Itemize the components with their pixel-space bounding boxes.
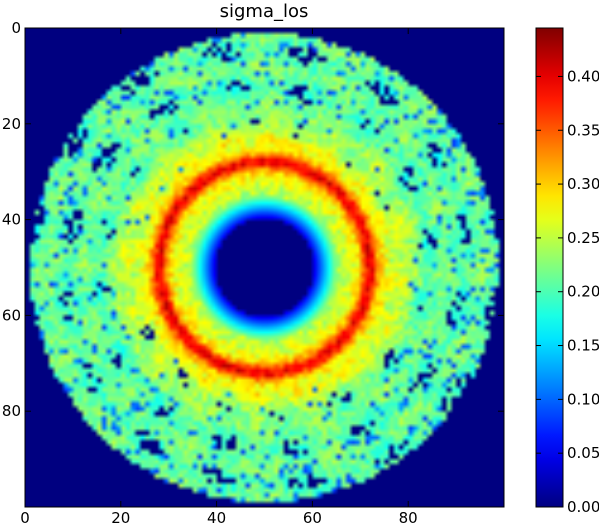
colorbar-tick-label: 0.05: [567, 444, 599, 462]
x-tick-label: 80: [399, 509, 418, 524]
x-tick-label: 60: [303, 509, 322, 524]
x-axis: 0 20 40 60 80: [20, 28, 418, 524]
colorbar-tick-label: 0.10: [567, 390, 599, 408]
colorbar-tick-label: 0.15: [567, 337, 599, 355]
plot-frame: [24, 27, 505, 508]
colorbar-tick-label: 0.40: [567, 67, 599, 85]
colorbar-tick-label: 0.25: [567, 229, 599, 247]
chart-title: sigma_los: [220, 1, 309, 22]
y-tick-label: 80: [2, 402, 21, 420]
colorbar-gradient: [535, 27, 564, 508]
x-tick-label: 0: [20, 509, 30, 524]
colorbar-axis: 0.00 0.05 0.10 0.15 0.20 0.25 0.30 0.35 0.40: [536, 67, 599, 516]
heatmap-image: [25, 28, 504, 507]
colorbar-tick-label: 0.00: [567, 498, 599, 516]
y-tick-label: 20: [2, 115, 21, 133]
x-tick-label: 20: [111, 509, 130, 524]
y-tick-label: 40: [2, 211, 21, 229]
colorbar-tick-label: 0.30: [567, 175, 599, 193]
colorbar: [535, 27, 564, 508]
plot-area: [25, 28, 504, 507]
y-axis: 0 20 40 60 80: [2, 19, 504, 420]
colorbar-tick-label: 0.20: [567, 283, 599, 301]
x-tick-label: 40: [207, 509, 226, 524]
colorbar-tick-label: 0.35: [567, 121, 599, 139]
y-tick-label: 60: [2, 306, 21, 324]
y-tick-label: 0: [11, 19, 21, 37]
